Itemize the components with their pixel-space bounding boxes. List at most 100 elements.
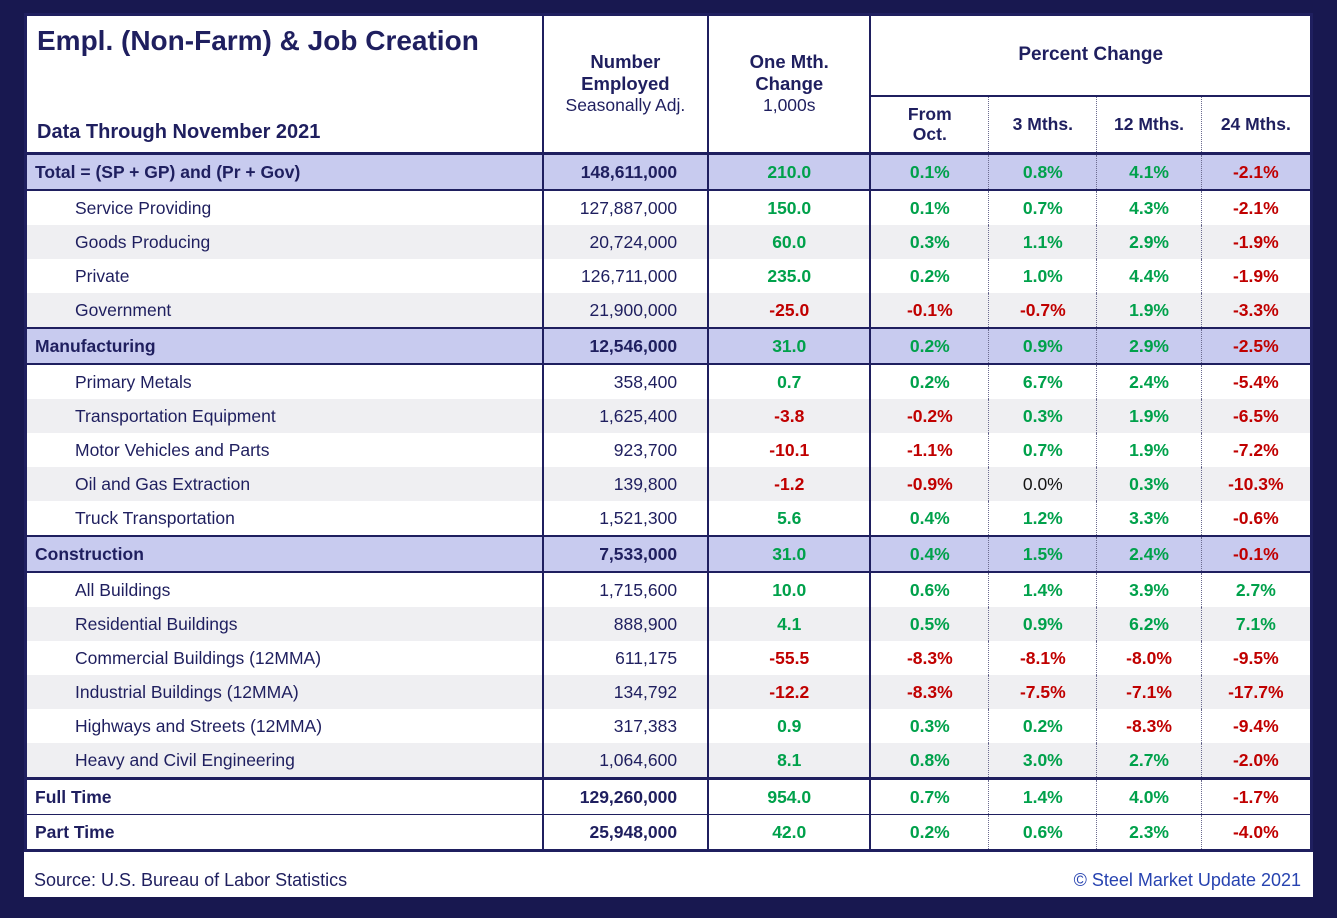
col-header-number-employed-label: Number Employed xyxy=(581,51,670,95)
change-cell: 0.9 xyxy=(708,709,872,743)
pct-cell: 0.2% xyxy=(909,265,950,286)
pct-cell: 1.9% xyxy=(1096,399,1202,433)
pct-cell: -2.0% xyxy=(1200,743,1312,779)
report-footer: Source: U.S. Bureau of Labor Statistics … xyxy=(34,870,1301,891)
pct-cell: -8.1% xyxy=(988,641,1097,675)
table-row: Industrial Buildings (12MMA) 134,792 -12.2… xyxy=(25,675,1312,709)
source-note: Source: U.S. Bureau of Labor Statistics xyxy=(34,870,348,890)
pct-cell: 0.8% xyxy=(988,152,1097,191)
pct-cell: 1.9% xyxy=(1096,293,1202,328)
pct-cell: -7.2% xyxy=(1200,433,1312,467)
pct-cell: -5.4% xyxy=(1200,364,1312,399)
table-row: Service Providing 127,887,000 150.0 0.1% 0.7… xyxy=(25,190,1312,225)
table-row: Residential Buildings 888,900 4.1 0.5% 0.9% 6… xyxy=(25,607,1312,641)
employed-cell: 126,711,000 xyxy=(542,259,710,293)
table-row: Part Time 25,948,000 42.0 0.2% 0.6% 2.3% -4.0% xyxy=(25,814,1312,851)
change-cell: 8.1 xyxy=(708,743,872,779)
row-label: Goods Producing xyxy=(25,225,544,259)
employed-cell: 139,800 xyxy=(542,467,710,501)
pct-cell: 0.3% xyxy=(909,231,950,252)
pct-cell: 3.3% xyxy=(1096,501,1202,536)
employed-cell: 129,260,000 xyxy=(542,777,710,815)
pct-cell: 2.9% xyxy=(1096,327,1202,365)
table-row: Manufacturing 12,546,000 31.0 0.2% 0.9% 2.9% -… xyxy=(25,327,1312,365)
employed-cell: 25,948,000 xyxy=(542,814,710,851)
table-row: Oil and Gas Extraction 139,800 -1.2 -0.9% 0.… xyxy=(25,467,1312,501)
employed-cell: 127,887,000 xyxy=(542,190,710,225)
pct-cell: 0.7% xyxy=(988,433,1097,467)
table-header: Empl. (Non-Farm) & Job Creation Data Thr… xyxy=(25,14,1312,155)
pct-cell: 2.4% xyxy=(1096,535,1202,573)
pct-cell: -8.3% xyxy=(906,681,953,702)
pct-cell: 6.7% xyxy=(988,364,1097,399)
pct-cell: 0.5% xyxy=(909,613,950,634)
change-cell: 42.0 xyxy=(708,814,872,851)
change-cell: -1.2 xyxy=(708,467,872,501)
pct-cell: -3.3% xyxy=(1200,293,1312,328)
pct-cell: -0.6% xyxy=(1200,501,1312,536)
report-panel: Empl. (Non-Farm) & Job Creation Data Thr… xyxy=(24,13,1313,897)
pct-cell: -2.1% xyxy=(1200,152,1312,191)
table-row: Heavy and Civil Engineering 1,064,600 8.1 0… xyxy=(25,743,1312,779)
pct-cell: 6.2% xyxy=(1096,607,1202,641)
employed-cell: 1,625,400 xyxy=(542,399,710,433)
change-cell: 10.0 xyxy=(708,572,872,607)
pct-cell: 0.7% xyxy=(988,190,1097,225)
pct-cell: 0.6% xyxy=(909,579,950,600)
pct-cell: 3.9% xyxy=(1096,572,1202,607)
employed-cell: 1,064,600 xyxy=(542,743,710,779)
change-cell: -3.8 xyxy=(708,399,872,433)
table-row: Primary Metals 358,400 0.7 0.2% 6.7% 2.4% -5.4… xyxy=(25,364,1312,399)
table-row: Highways and Streets (12MMA) 317,383 0.9 0.… xyxy=(25,709,1312,743)
pct-cell: 2.9% xyxy=(1096,225,1202,259)
pct-cell: 1.2% xyxy=(988,501,1097,536)
row-label: Motor Vehicles and Parts xyxy=(25,433,544,467)
row-label: Total = (SP + GP) and (Pr + Gov) xyxy=(25,152,544,191)
pct-cell: -10.3% xyxy=(1200,467,1312,501)
pct-cell: -1.7% xyxy=(1200,777,1312,815)
pct-cell: 0.6% xyxy=(988,814,1097,851)
employed-cell: 1,715,600 xyxy=(542,572,710,607)
pct-cell: -0.2% xyxy=(906,405,953,426)
row-label: Industrial Buildings (12MMA) xyxy=(25,675,544,709)
employed-cell: 1,521,300 xyxy=(542,501,710,536)
col-header-one-month-change: One Mth. Change 1,000s xyxy=(708,14,872,155)
pct-cell: -17.7% xyxy=(1200,675,1312,709)
pct-cell: -0.9% xyxy=(906,473,953,494)
pct-cell: 2.4% xyxy=(1096,364,1202,399)
employed-cell: 358,400 xyxy=(542,364,710,399)
pct-cell: 1.0% xyxy=(988,259,1097,293)
table-row: Full Time 129,260,000 954.0 0.7% 1.4% 4.0% -1.… xyxy=(25,777,1312,815)
table-row: Construction 7,533,000 31.0 0.4% 1.5% 2.4% -0.… xyxy=(25,535,1312,573)
col-header-percent-change: Percent Change xyxy=(870,14,1312,97)
pct-cell: -1.9% xyxy=(1200,259,1312,293)
pct-cell: 0.4% xyxy=(870,535,989,573)
pct-cell: 4.4% xyxy=(1096,259,1202,293)
change-cell: 4.1 xyxy=(708,607,872,641)
pct-cell: 0.3% xyxy=(988,399,1097,433)
row-label: Private xyxy=(25,259,544,293)
pct-cell: -0.7% xyxy=(988,293,1097,328)
employment-table: Empl. (Non-Farm) & Job Creation Data Thr… xyxy=(24,13,1313,852)
table-row: Private 126,711,000 235.0 0.2% 1.0% 4.4% -1.9% xyxy=(25,259,1312,293)
row-label: Heavy and Civil Engineering xyxy=(25,743,544,779)
pct-cell: -0.1% xyxy=(906,299,953,320)
change-cell: -10.1 xyxy=(708,433,872,467)
pct-cell: 0.2% xyxy=(988,709,1097,743)
pct-cell: -0.1% xyxy=(1200,535,1312,573)
pct-cell: 7.1% xyxy=(1200,607,1312,641)
change-cell: 0.7 xyxy=(708,364,872,399)
row-label: Service Providing xyxy=(25,190,544,225)
employed-cell: 148,611,000 xyxy=(542,152,710,191)
pct-cell: -6.5% xyxy=(1200,399,1312,433)
pct-cell: -2.1% xyxy=(1200,190,1312,225)
table-row: All Buildings 1,715,600 10.0 0.6% 1.4% 3.9% 2.… xyxy=(25,572,1312,607)
pct-cell: 1.5% xyxy=(988,535,1097,573)
col-subheader-from-oct: From Oct. xyxy=(870,95,989,155)
employed-cell: 923,700 xyxy=(542,433,710,467)
row-label: All Buildings xyxy=(25,572,544,607)
pct-cell: 0.7% xyxy=(870,777,989,815)
row-label: Transportation Equipment xyxy=(25,399,544,433)
table-row: Transportation Equipment 1,625,400 -3.8 -0.… xyxy=(25,399,1312,433)
